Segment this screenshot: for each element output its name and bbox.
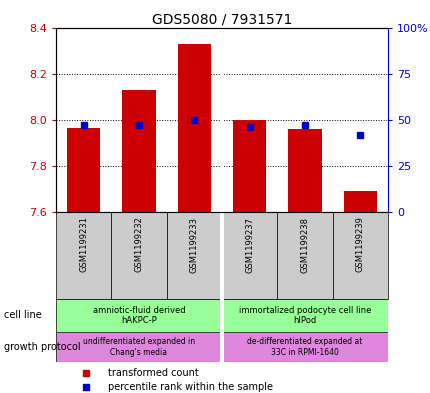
Bar [343, 191, 376, 212]
Bar [56, 332, 221, 362]
Bar [111, 212, 166, 299]
Text: undifferentiated expanded in
Chang's media: undifferentiated expanded in Chang's med… [83, 337, 195, 356]
Bar [276, 212, 332, 299]
Bar [56, 212, 111, 299]
Bar [122, 90, 155, 212]
Text: growth protocol: growth protocol [4, 342, 81, 352]
Text: transformed count: transformed count [108, 367, 198, 378]
Text: de-differentiated expanded at
33C in RPMI-1640: de-differentiated expanded at 33C in RPM… [247, 337, 362, 356]
Bar [233, 120, 266, 212]
Bar [221, 332, 387, 362]
Text: GSM1199237: GSM1199237 [245, 217, 254, 272]
Text: amniotic-fluid derived
hAKPC-P: amniotic-fluid derived hAKPC-P [92, 306, 185, 325]
Bar [219, 212, 224, 299]
Text: GSM1199238: GSM1199238 [300, 217, 309, 272]
Bar [219, 332, 224, 362]
Text: GSM1199233: GSM1199233 [189, 217, 198, 272]
Bar [221, 299, 387, 332]
Bar [166, 212, 221, 299]
Text: percentile rank within the sample: percentile rank within the sample [108, 382, 272, 392]
Text: immortalized podocyte cell line
hIPod: immortalized podocyte cell line hIPod [238, 306, 370, 325]
Title: GDS5080 / 7931571: GDS5080 / 7931571 [151, 12, 292, 26]
Bar [177, 44, 210, 212]
Bar [221, 212, 276, 299]
Bar [219, 299, 224, 332]
Bar [288, 129, 321, 212]
Bar [56, 299, 221, 332]
Text: cell line: cell line [4, 310, 42, 320]
Text: GSM1199232: GSM1199232 [134, 217, 143, 272]
Bar [67, 128, 100, 212]
Text: GSM1199239: GSM1199239 [355, 217, 364, 272]
Bar [332, 212, 387, 299]
Text: GSM1199231: GSM1199231 [79, 217, 88, 272]
